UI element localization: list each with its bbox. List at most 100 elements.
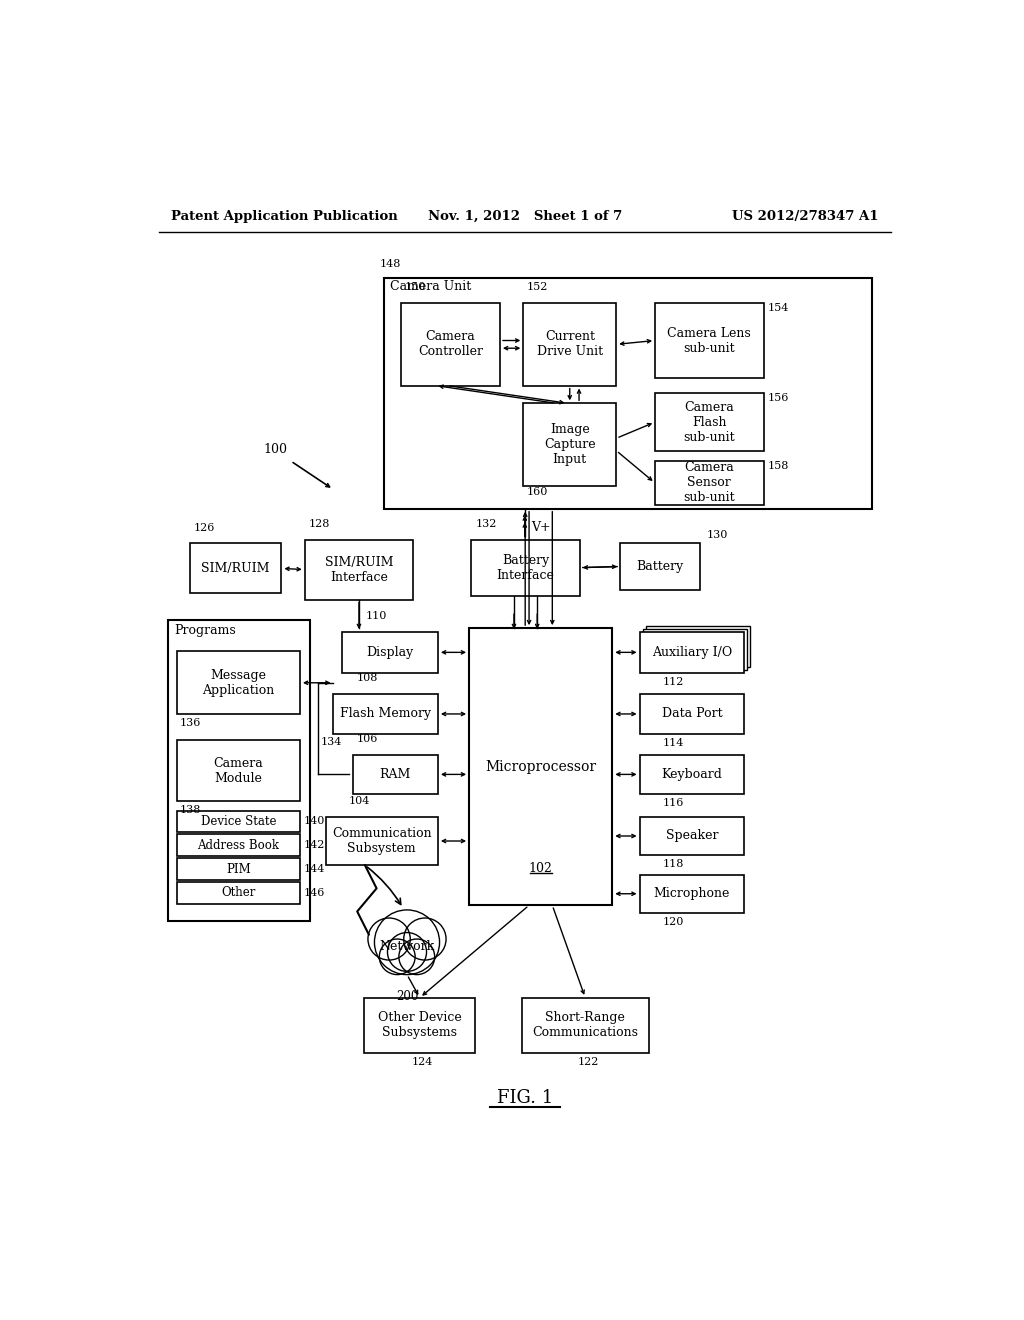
Text: Flash Memory: Flash Memory — [340, 708, 431, 721]
Text: Microprocessor: Microprocessor — [485, 760, 596, 774]
Bar — [365, 998, 475, 1053]
Bar — [342, 632, 438, 673]
Bar — [655, 304, 764, 378]
Text: Device State: Device State — [201, 814, 276, 828]
Bar — [400, 304, 500, 385]
Text: 132: 132 — [475, 519, 497, 529]
Text: V+: V+ — [531, 520, 551, 533]
Bar — [177, 739, 300, 801]
Text: Image
Capture
Input: Image Capture Input — [544, 422, 596, 466]
Text: 122: 122 — [578, 1057, 599, 1067]
Text: 120: 120 — [663, 917, 684, 927]
Text: Patent Application Publication: Patent Application Publication — [171, 210, 397, 223]
Bar — [640, 874, 744, 913]
Text: Camera
Sensor
sub-unit: Camera Sensor sub-unit — [683, 462, 735, 504]
Text: 156: 156 — [767, 393, 788, 403]
Bar — [655, 461, 764, 504]
Text: 148: 148 — [380, 259, 401, 268]
Bar — [177, 858, 300, 880]
Bar — [190, 544, 282, 594]
Circle shape — [368, 917, 411, 960]
Text: 134: 134 — [321, 738, 342, 747]
Bar — [177, 834, 300, 857]
Text: Microphone: Microphone — [653, 887, 730, 900]
Text: 116: 116 — [663, 797, 684, 808]
Text: SIM/RUIM
Interface: SIM/RUIM Interface — [325, 556, 393, 583]
Text: Camera
Controller: Camera Controller — [418, 330, 483, 358]
Text: 100: 100 — [263, 444, 288, 455]
Text: 106: 106 — [356, 734, 378, 744]
Text: 144: 144 — [303, 865, 325, 874]
Text: 128: 128 — [308, 519, 330, 529]
Text: PIM: PIM — [226, 862, 251, 875]
Text: Message
Application: Message Application — [203, 669, 274, 697]
Text: 108: 108 — [356, 673, 378, 682]
Text: 118: 118 — [663, 859, 684, 869]
Bar — [640, 817, 744, 855]
Text: RAM: RAM — [380, 768, 411, 781]
Bar — [168, 620, 310, 921]
Circle shape — [399, 939, 434, 974]
Text: 126: 126 — [194, 523, 215, 533]
Text: Short-Range
Communications: Short-Range Communications — [532, 1011, 638, 1039]
Text: Other Device
Subsystems: Other Device Subsystems — [378, 1011, 462, 1039]
Text: Battery
Interface: Battery Interface — [497, 553, 555, 582]
Bar — [384, 277, 872, 508]
Text: 110: 110 — [366, 611, 386, 622]
Text: 142: 142 — [303, 841, 325, 850]
Circle shape — [387, 932, 427, 972]
Circle shape — [379, 939, 415, 974]
Text: Current
Drive Unit: Current Drive Unit — [537, 330, 603, 358]
Text: 104: 104 — [349, 796, 371, 807]
Bar — [643, 628, 748, 669]
Text: Auxiliary I/O: Auxiliary I/O — [651, 645, 732, 659]
Bar — [334, 693, 438, 734]
Text: 150: 150 — [404, 282, 426, 293]
Bar — [521, 998, 649, 1053]
Bar — [640, 755, 744, 793]
Text: 112: 112 — [663, 677, 684, 686]
Text: 102: 102 — [528, 862, 553, 875]
Text: Address Book: Address Book — [198, 838, 280, 851]
Bar — [326, 817, 438, 866]
Text: SIM/RUIM: SIM/RUIM — [202, 562, 270, 576]
Bar — [523, 304, 616, 385]
Bar — [177, 810, 300, 832]
Bar — [469, 628, 612, 906]
Text: 136: 136 — [179, 718, 201, 729]
Text: Data Port: Data Port — [662, 708, 722, 721]
Bar — [305, 540, 414, 599]
Text: Camera Unit: Camera Unit — [390, 280, 471, 293]
Text: FIG. 1: FIG. 1 — [497, 1089, 553, 1106]
Text: Camera
Flash
sub-unit: Camera Flash sub-unit — [683, 401, 735, 444]
Text: 152: 152 — [527, 282, 549, 293]
Text: Battery: Battery — [636, 560, 684, 573]
Text: Speaker: Speaker — [666, 829, 718, 842]
Text: Network: Network — [379, 940, 434, 953]
Circle shape — [375, 909, 439, 974]
Bar — [177, 882, 300, 904]
Text: 160: 160 — [527, 487, 549, 498]
Text: Keyboard: Keyboard — [662, 768, 722, 781]
Text: 146: 146 — [303, 888, 325, 898]
Text: Camera Lens
sub-unit: Camera Lens sub-unit — [668, 326, 752, 355]
Text: 158: 158 — [767, 461, 788, 471]
Bar — [621, 544, 700, 590]
Bar — [655, 393, 764, 451]
Text: US 2012/278347 A1: US 2012/278347 A1 — [732, 210, 879, 223]
Text: Other: Other — [221, 887, 256, 899]
Bar — [177, 651, 300, 714]
Circle shape — [403, 917, 446, 960]
Bar — [640, 632, 744, 673]
Text: 138: 138 — [179, 805, 201, 816]
Text: Display: Display — [367, 645, 414, 659]
Text: 200: 200 — [396, 990, 418, 1003]
Bar — [646, 626, 751, 667]
Text: Nov. 1, 2012   Sheet 1 of 7: Nov. 1, 2012 Sheet 1 of 7 — [428, 210, 622, 223]
Text: Communication
Subsystem: Communication Subsystem — [332, 828, 432, 855]
Text: 124: 124 — [412, 1057, 433, 1067]
Text: 154: 154 — [767, 304, 788, 313]
Bar — [640, 693, 744, 734]
Text: 114: 114 — [663, 738, 684, 748]
Text: Programs: Programs — [174, 624, 237, 638]
